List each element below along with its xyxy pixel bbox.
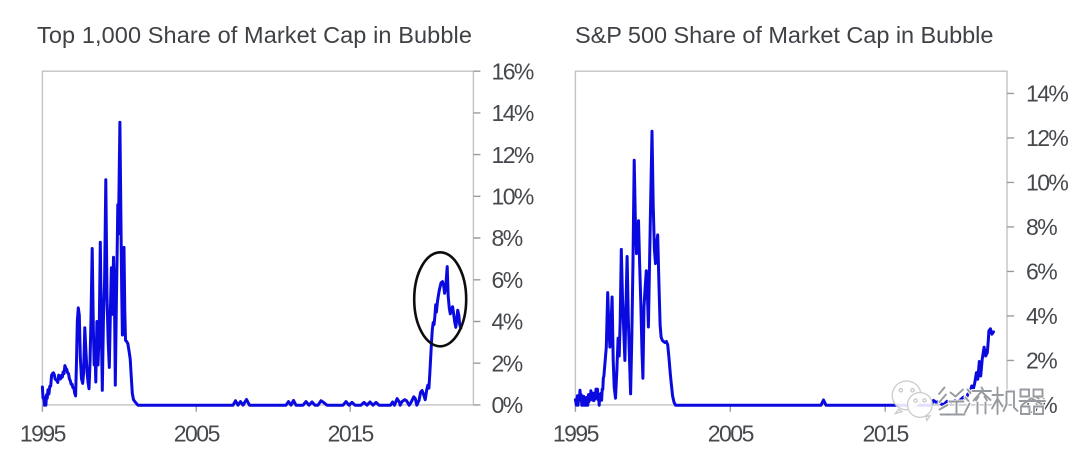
svg-text:10%: 10% bbox=[1026, 170, 1068, 196]
svg-text:16%: 16% bbox=[492, 58, 534, 84]
svg-text:12%: 12% bbox=[492, 142, 534, 168]
svg-text:6%: 6% bbox=[492, 267, 523, 293]
svg-text:2015: 2015 bbox=[863, 420, 909, 446]
svg-text:4%: 4% bbox=[492, 309, 523, 335]
svg-text:1995: 1995 bbox=[20, 420, 66, 446]
svg-text:2%: 2% bbox=[1026, 348, 1057, 374]
svg-text:2%: 2% bbox=[492, 350, 523, 376]
svg-text:2005: 2005 bbox=[174, 420, 220, 446]
svg-text:12%: 12% bbox=[1026, 125, 1068, 151]
svg-text:10%: 10% bbox=[492, 184, 534, 210]
svg-text:Top 1,000 Share of Market Cap: Top 1,000 Share of Market Cap in Bubble bbox=[37, 22, 472, 48]
svg-text:8%: 8% bbox=[492, 225, 523, 251]
svg-text:0%: 0% bbox=[492, 392, 523, 418]
svg-text:8%: 8% bbox=[1026, 214, 1057, 240]
svg-text:1995: 1995 bbox=[553, 420, 599, 446]
svg-text:6%: 6% bbox=[1026, 259, 1057, 285]
svg-text:S&P 500 Share of Market Cap in: S&P 500 Share of Market Cap in Bubble bbox=[575, 22, 993, 48]
svg-text:14%: 14% bbox=[1026, 81, 1068, 107]
svg-text:4%: 4% bbox=[1026, 303, 1057, 329]
svg-text:2005: 2005 bbox=[708, 420, 754, 446]
svg-text:2015: 2015 bbox=[328, 420, 374, 446]
svg-text:14%: 14% bbox=[492, 100, 534, 126]
